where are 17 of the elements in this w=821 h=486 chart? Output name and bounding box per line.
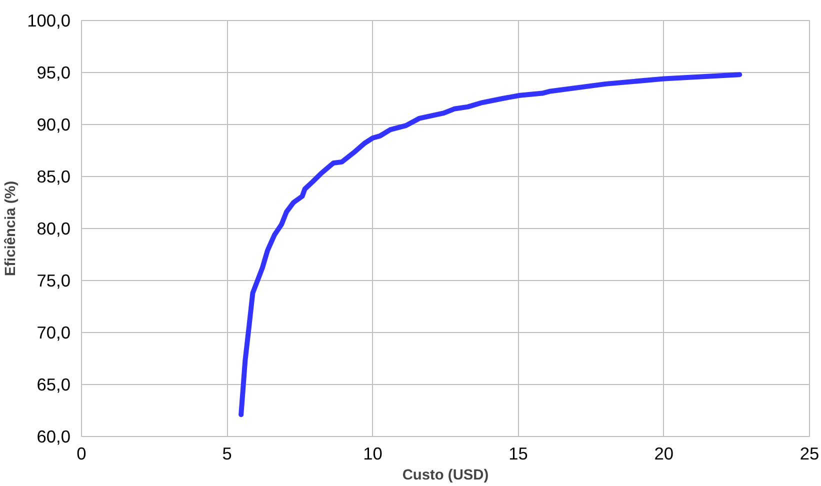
x-tick-label: 10 bbox=[363, 444, 382, 464]
y-tick-label: 100,0 bbox=[27, 10, 71, 30]
y-tick-label: 90,0 bbox=[36, 114, 71, 134]
y-tick-label: 60,0 bbox=[36, 426, 71, 446]
y-axis-title: Eficiência (%) bbox=[3, 180, 20, 276]
x-tick-label: 0 bbox=[76, 444, 86, 464]
x-tick-label: 25 bbox=[800, 444, 820, 464]
x-tick-label: 5 bbox=[222, 444, 232, 464]
x-tick-label: 20 bbox=[654, 444, 674, 464]
y-tick-label: 80,0 bbox=[36, 218, 71, 238]
y-tick-label: 75,0 bbox=[36, 270, 71, 290]
y-tick-label: 70,0 bbox=[36, 322, 71, 342]
x-tick-label: 15 bbox=[508, 444, 528, 464]
y-tick-label: 95,0 bbox=[36, 62, 71, 82]
y-tick-label: 65,0 bbox=[36, 374, 71, 394]
x-axis-title: Custo (USD) bbox=[402, 468, 489, 484]
y-tick-label: 85,0 bbox=[36, 166, 71, 186]
